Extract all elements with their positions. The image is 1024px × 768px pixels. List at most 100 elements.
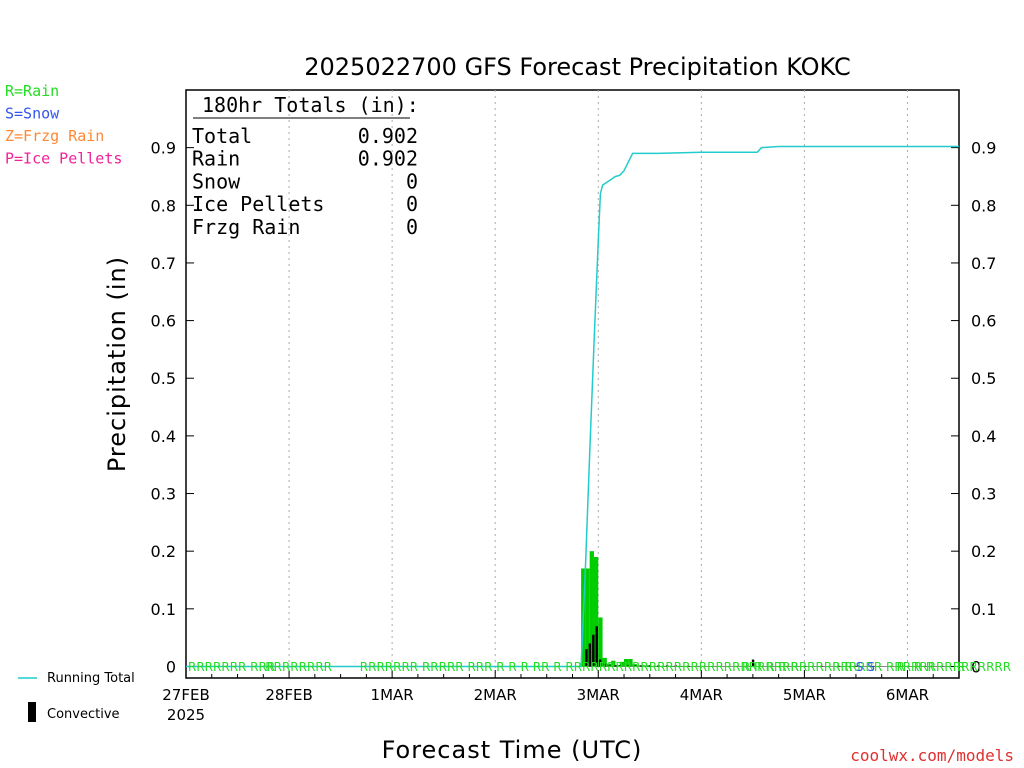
ptype-marker: R R <box>832 660 853 674</box>
totals-row-value: 0 <box>406 169 418 193</box>
convective-bar <box>906 665 909 667</box>
convective-bar <box>585 649 588 667</box>
y-tick-label-left: 0.6 <box>151 312 176 331</box>
convective-bar <box>633 665 637 667</box>
x-tick-label: 3MAR <box>577 686 620 704</box>
totals-row-value: 0 <box>406 192 418 216</box>
convective-bar <box>751 659 755 667</box>
rain-bar <box>649 665 655 667</box>
ptype-marker: RRRRRRRR <box>265 660 332 674</box>
y-tick-label-right: 0.7 <box>971 254 996 273</box>
rain-bar <box>619 661 625 667</box>
ptype-marker: R R R R R <box>742 660 799 674</box>
x-tick-label: 2MAR <box>474 686 517 704</box>
rain-bar <box>589 551 594 667</box>
convective-bar <box>627 665 630 667</box>
chart-title: 2025022700 GFS Forecast Precipitation KO… <box>304 53 851 81</box>
totals-row-label: Total <box>192 124 252 148</box>
y-axis-label: Precipitation (in) <box>103 256 131 472</box>
totals-row-label: Frzg Rain <box>192 215 300 239</box>
legend-convective-swatch <box>28 702 36 722</box>
ptype-marker: R R <box>914 660 935 674</box>
x-tick-label: 28FEB <box>265 686 312 704</box>
convective-bar <box>608 664 611 667</box>
ptype-marker: R <box>897 660 905 674</box>
y-tick-label-left: 0.7 <box>151 254 176 273</box>
y-tick-label-right: 0.3 <box>971 485 996 504</box>
convective-bar <box>837 665 841 667</box>
rain-bar <box>654 665 659 667</box>
rain-bar <box>628 658 633 667</box>
rain-bar <box>598 617 603 667</box>
convective-bar <box>717 665 720 667</box>
convective-bar <box>665 665 669 667</box>
rain-bar <box>585 568 590 667</box>
x-tick-label: 27FEB <box>162 686 209 704</box>
totals-row-value: 0.902 <box>358 147 418 171</box>
y-tick-label-left: 0.1 <box>151 600 176 619</box>
rain-bar <box>615 665 620 667</box>
y-tick-label-right: 0.4 <box>971 427 996 446</box>
y-tick-label-left: 0.9 <box>151 139 176 158</box>
y-tick-label-right: 0.5 <box>971 369 996 388</box>
convective-bar <box>940 665 944 667</box>
convective-bar <box>598 659 602 667</box>
rain-bar <box>602 657 607 667</box>
ptype-legend-item: P=Ice Pellets <box>5 150 122 168</box>
y-tick-label-right: 0.6 <box>971 312 996 331</box>
ptype-legend-item: S=Snow <box>5 105 60 123</box>
convective-bar <box>700 665 703 667</box>
totals-row-label: Snow <box>192 169 241 193</box>
totals-row-value: 0.902 <box>358 124 418 148</box>
y-tick-label-left: 0.5 <box>151 369 176 388</box>
y-tick-label-right: 0.2 <box>971 542 996 561</box>
convective-bar <box>769 665 772 667</box>
rain-bar <box>679 665 685 667</box>
x-tick-label: 4MAR <box>680 686 723 704</box>
rain-bar <box>641 665 646 667</box>
convective-bar <box>923 665 927 667</box>
rain-bar <box>611 660 616 667</box>
rain-bar <box>684 665 689 667</box>
y-tick-label-right: 0.1 <box>971 600 996 619</box>
convective-bar <box>640 665 643 667</box>
totals-row-label: Rain <box>192 147 240 171</box>
rain-bar <box>636 665 642 667</box>
ptype-marker: R <box>957 660 965 674</box>
y-tick-label-left: 0 <box>166 657 176 676</box>
convective-bar <box>592 634 595 667</box>
convective-bar <box>687 665 690 667</box>
convective-bar <box>588 643 592 667</box>
y-tick-label-left: 0.3 <box>151 485 176 504</box>
convective-bar <box>889 665 892 667</box>
rain-bar <box>593 556 599 667</box>
convective-bar <box>618 665 622 667</box>
ptype-marker: RRRRRRR RRR <box>188 660 275 674</box>
x-tick-label: 6MAR <box>886 686 929 704</box>
ptype-legend-item: Z=Frzg Rain <box>5 127 104 145</box>
y-tick-label-right: 0 <box>971 657 981 676</box>
rain-bar <box>645 665 650 667</box>
convective-bar <box>603 663 607 667</box>
legend-running-total-label: Running Total <box>47 671 135 686</box>
x-tick-label: 1MAR <box>371 686 414 704</box>
convective-bar <box>872 665 875 667</box>
ptype-marker: RRRRRRR RRRRR RRR R R R RR R RRRRRRRRRRR… <box>360 660 1011 674</box>
running-total-line <box>186 145 959 668</box>
convective-bar <box>674 665 677 667</box>
convective-bar <box>958 665 961 667</box>
convective-bar <box>648 665 652 667</box>
y-tick-label-left: 0.2 <box>151 542 176 561</box>
convective-bar <box>820 665 823 667</box>
totals-row-value: 0 <box>406 215 418 239</box>
rain-bar <box>658 665 663 667</box>
convective-bar <box>786 665 789 667</box>
convective-bar <box>854 665 858 667</box>
y-tick-label-left: 0.8 <box>151 196 176 215</box>
legend-convective-label: Convective <box>47 707 120 722</box>
rain-bar <box>666 665 672 667</box>
y-tick-label-right: 0.9 <box>971 139 996 158</box>
convective-bar <box>614 665 617 667</box>
rain-bar <box>675 665 680 667</box>
